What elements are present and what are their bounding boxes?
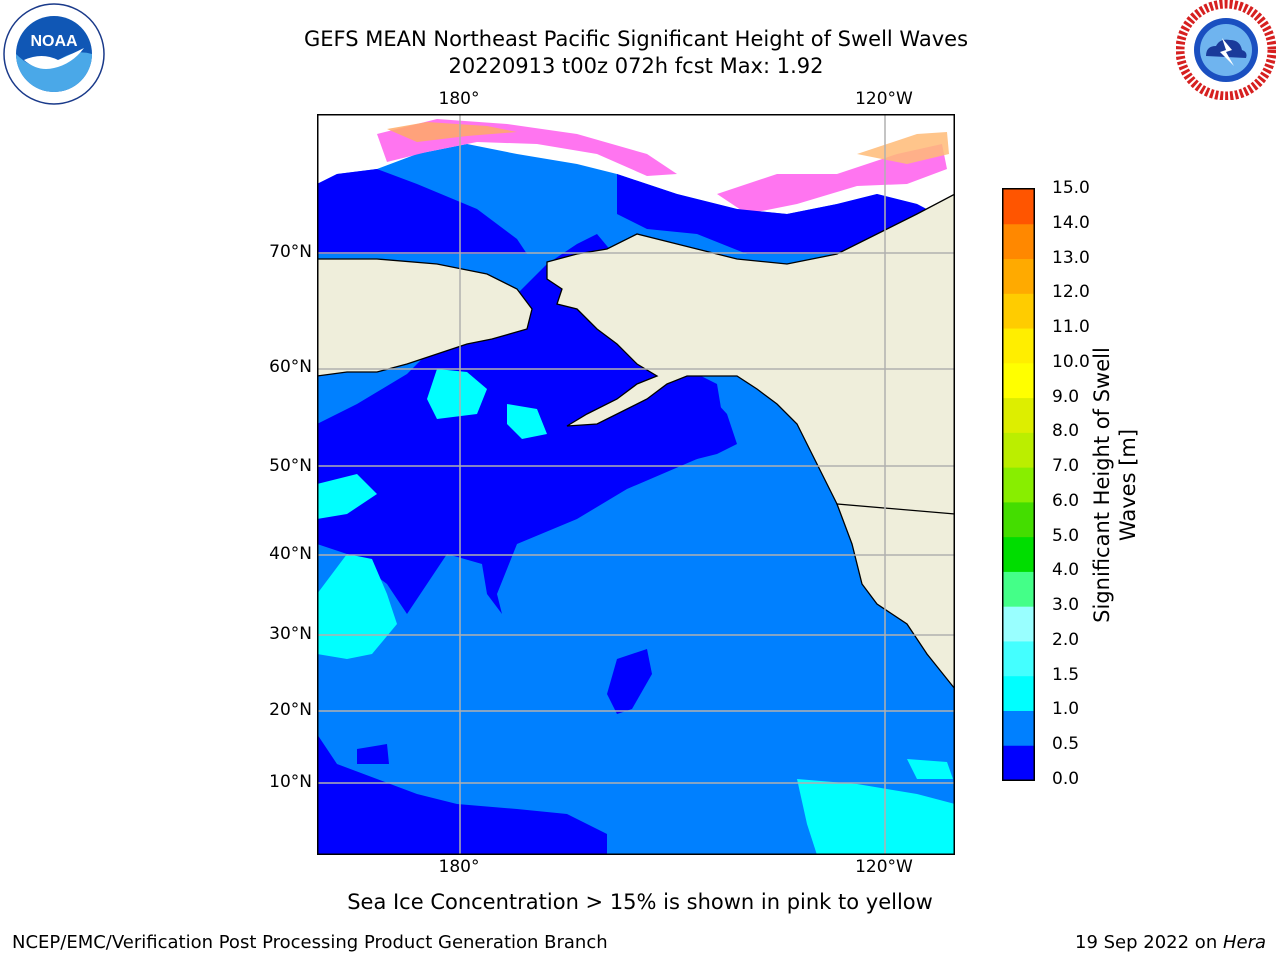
colorbar-segment (1003, 675, 1034, 711)
lat-label-30n: 30°N (269, 624, 312, 644)
arctic-low-swell (317, 169, 527, 254)
colorbar-tick-label: 2.0 (1052, 629, 1080, 650)
land-west-coast (836, 503, 955, 691)
south-low-swell (317, 734, 607, 855)
hawaii-low-swell (607, 649, 652, 714)
colorbar-segment (1003, 536, 1034, 572)
lat-label-50n: 50°N (269, 456, 312, 476)
small-low-swell (357, 744, 389, 764)
colorbar-segment (1003, 189, 1034, 225)
colorbar-tick-label: 11.0 (1052, 317, 1090, 338)
arctic-low-swell-east (617, 174, 955, 254)
sea-ice-pink-east (717, 144, 947, 214)
colorbar-tick-label: 4.0 (1052, 560, 1080, 581)
land-siberia (317, 258, 533, 377)
chart-subtitle: 20220913 t00z 072h fcst Max: 1.92 (448, 54, 824, 78)
colorbar-tick-label: 13.0 (1052, 247, 1090, 268)
sea-ice-orange-east (857, 132, 949, 164)
lat-label-20n: 20°N (269, 700, 312, 720)
footer-date-text: 19 Sep 2022 on (1075, 932, 1223, 953)
colorbar-tick-label: 14.0 (1052, 212, 1090, 233)
lon-label-top-120w: 120°W (855, 89, 913, 109)
colorbar-segment (1003, 223, 1034, 260)
colorbar-tick-label: 5.0 (1052, 525, 1080, 546)
swell-blob-bering2 (507, 404, 547, 439)
lon-label-bottom-120w: 120°W (855, 857, 913, 877)
lon-label-top-180: 180° (438, 89, 480, 109)
colorbar-tick-label: 0.5 (1052, 734, 1080, 755)
nws-logo (1176, 0, 1276, 100)
map-plot (317, 114, 955, 855)
colorbar-segment (1003, 397, 1034, 433)
colorbar-segment (1003, 467, 1034, 503)
swell-blob-se2 (907, 759, 953, 779)
colorbar-tick-label: 10.0 (1052, 351, 1090, 372)
colorbar-tick-label: 12.0 (1052, 282, 1090, 303)
footer-date: 19 Sep 2022 on Hera (1075, 932, 1266, 953)
swell-blob-west-mid (317, 474, 377, 519)
colorbar-tick-label: 7.0 (1052, 456, 1080, 477)
swell-blob-west-sw (317, 554, 397, 659)
colorbar-segment (1003, 328, 1034, 364)
colorbar-segment (1003, 710, 1034, 746)
footer-credit: NCEP/EMC/Verification Post Processing Pr… (12, 932, 608, 953)
colorbar-segment (1003, 293, 1034, 329)
colorbar-segment (1003, 501, 1034, 538)
land-north-america (546, 193, 955, 685)
colorbar-tick-label: 15.0 (1052, 178, 1090, 198)
colorbar-tick-label: 1.5 (1052, 664, 1080, 685)
lat-label-60n: 60°N (269, 357, 312, 377)
lat-label-70n: 70°N (269, 242, 312, 262)
map-graticule (317, 114, 955, 855)
colorbar-label: Significant Height of Swell Waves [m] (1090, 347, 1140, 623)
swell-blob-se (797, 779, 955, 855)
colorbar-tick-label: 8.0 (1052, 421, 1080, 442)
lat-label-40n: 40°N (269, 544, 312, 564)
colorbar-segment (1003, 362, 1034, 399)
colorbar-segment (1003, 606, 1034, 642)
footer-host: Hera (1222, 932, 1266, 953)
lat-label-10n: 10°N (269, 772, 312, 792)
colorbar-segment (1003, 571, 1034, 607)
colorbar-tick-label: 6.0 (1052, 490, 1080, 511)
noaa-logo: NOAA (3, 3, 105, 105)
colorbar-tick-label: 9.0 (1052, 386, 1080, 407)
sea-ice-note: Sea Ice Concentration > 15% is shown in … (347, 890, 933, 914)
colorbar-segment (1003, 432, 1034, 468)
colorbar (1002, 188, 1035, 781)
colorbar-segment (1003, 258, 1034, 294)
noaa-logo-text: NOAA (30, 33, 78, 50)
lon-label-bottom-180: 180° (438, 857, 480, 877)
sea-ice-orange (387, 122, 517, 142)
colorbar-segment (1003, 745, 1034, 781)
swell-blob-bering (427, 369, 487, 419)
colorbar-tick-label: 1.0 (1052, 699, 1080, 720)
colorbar-segment (1003, 640, 1034, 677)
colorbar-tick-label: 3.0 (1052, 595, 1080, 616)
gulf-alaska-low-swell (577, 376, 737, 489)
colorbar-tick-label: 0.0 (1052, 769, 1080, 789)
chart-title: GEFS MEAN Northeast Pacific Significant … (303, 27, 969, 51)
